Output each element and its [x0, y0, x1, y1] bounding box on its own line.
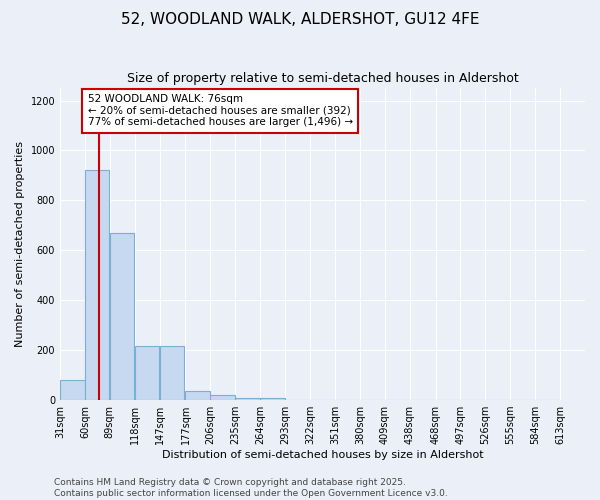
- Text: 52, WOODLAND WALK, ALDERSHOT, GU12 4FE: 52, WOODLAND WALK, ALDERSHOT, GU12 4FE: [121, 12, 479, 28]
- Y-axis label: Number of semi-detached properties: Number of semi-detached properties: [15, 141, 25, 347]
- Bar: [235, 398, 260, 400]
- Bar: [60, 380, 85, 400]
- Title: Size of property relative to semi-detached houses in Aldershot: Size of property relative to semi-detach…: [127, 72, 518, 86]
- Bar: [160, 346, 184, 400]
- Bar: [135, 346, 159, 400]
- Bar: [85, 170, 109, 400]
- Text: 52 WOODLAND WALK: 76sqm
← 20% of semi-detached houses are smaller (392)
77% of s: 52 WOODLAND WALK: 76sqm ← 20% of semi-de…: [88, 94, 353, 128]
- Bar: [260, 398, 285, 400]
- Bar: [211, 395, 235, 400]
- X-axis label: Distribution of semi-detached houses by size in Aldershot: Distribution of semi-detached houses by …: [162, 450, 484, 460]
- Bar: [110, 233, 134, 400]
- Text: Contains HM Land Registry data © Crown copyright and database right 2025.
Contai: Contains HM Land Registry data © Crown c…: [54, 478, 448, 498]
- Bar: [185, 392, 210, 400]
